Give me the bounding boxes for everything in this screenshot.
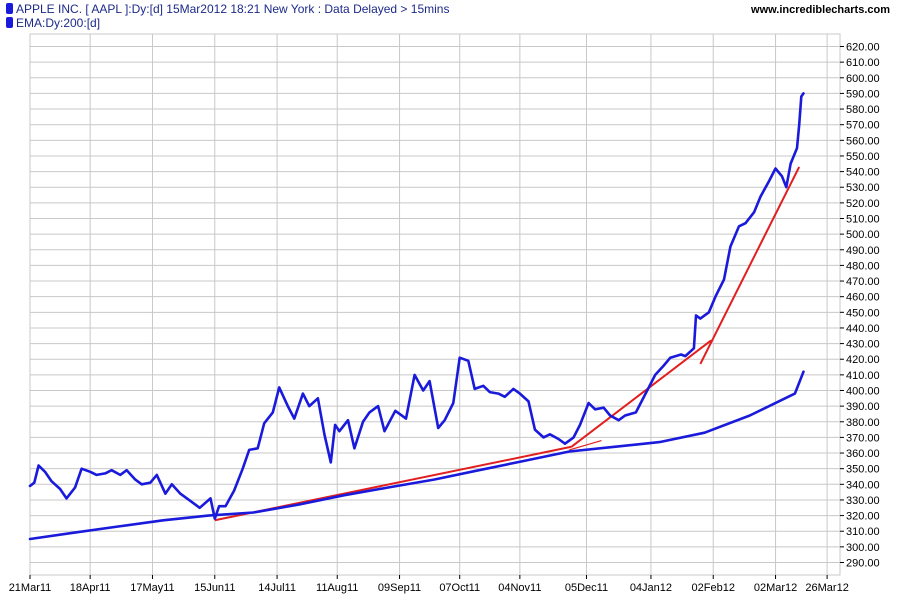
y-tick-label: 380.00 <box>846 417 880 429</box>
y-tick-label: 400.00 <box>846 385 880 397</box>
price-legend-marker <box>6 3 13 14</box>
y-tick-label: 540.00 <box>846 167 880 179</box>
x-tick-label: 17May11 <box>130 582 174 594</box>
y-tick-label: 370.00 <box>846 432 880 444</box>
ema-series-label: EMA:Dy:200:[d] <box>16 16 100 30</box>
y-tick-label: 550.00 <box>846 151 880 163</box>
y-tick-label: 470.00 <box>846 276 880 288</box>
y-tick-label: 580.00 <box>846 104 880 116</box>
y-tick-label: 430.00 <box>846 339 880 351</box>
y-axis-ticks: 290.00 300.00 310.00 320.00 330.00 340.00 350.… <box>840 42 880 569</box>
y-tick-label: 510.00 <box>846 214 880 226</box>
x-tick-label: 11Aug11 <box>316 582 358 594</box>
y-tick-label: 600.00 <box>846 73 880 85</box>
x-tick-label: 04Nov11 <box>498 582 541 594</box>
y-tick-label: 290.00 <box>846 557 880 569</box>
y-tick-label: 350.00 <box>846 464 880 476</box>
y-tick-label: 340.00 <box>846 479 880 491</box>
grid <box>29 33 841 576</box>
y-tick-label: 450.00 <box>846 307 880 319</box>
x-tick-label: 26Mar12 <box>805 582 848 594</box>
y-tick-label: 420.00 <box>846 354 880 366</box>
x-tick-label: 09Sep11 <box>378 582 421 594</box>
y-tick-label: 520.00 <box>846 198 880 210</box>
site-label[interactable]: www.incrediblecharts.com <box>750 4 890 16</box>
y-tick-label: 610.00 <box>846 57 880 69</box>
price-line <box>28 92 805 521</box>
y-tick-label: 460.00 <box>846 292 880 304</box>
trendline-3 <box>569 439 602 451</box>
x-axis-ticks: 21Mar11 18Apr11 17May11 15Jun11 14Jul11 11Aug… <box>9 575 849 594</box>
y-tick-label: 530.00 <box>846 182 880 194</box>
ema-legend-marker <box>6 17 13 28</box>
y-tick-label: 620.00 <box>846 42 880 54</box>
y-tick-label: 360.00 <box>846 448 880 460</box>
y-tick-label: 480.00 <box>846 260 880 272</box>
y-tick-label: 490.00 <box>846 245 880 257</box>
x-tick-label: 02Feb12 <box>692 582 735 594</box>
x-tick-label: 14Jul11 <box>258 582 296 594</box>
x-tick-label: 15Jun11 <box>194 582 235 594</box>
series-lines <box>28 92 805 541</box>
x-tick-label: 02Mar12 <box>754 582 797 594</box>
y-tick-label: 390.00 <box>846 401 880 413</box>
y-tick-label: 440.00 <box>846 323 880 335</box>
x-tick-label: 18Apr11 <box>70 582 111 594</box>
y-tick-label: 560.00 <box>846 135 880 147</box>
trendline-4 <box>699 166 801 365</box>
y-tick-label: 310.00 <box>846 526 880 538</box>
y-tick-label: 410.00 <box>846 370 880 382</box>
y-tick-label: 300.00 <box>846 542 880 554</box>
y-tick-label: 500.00 <box>846 229 880 241</box>
trendline-2 <box>570 339 712 448</box>
x-tick-label: 05Dec11 <box>565 582 608 594</box>
x-tick-label: 04Jan12 <box>630 582 672 594</box>
plot-frame <box>29 33 841 576</box>
y-tick-label: 330.00 <box>846 495 880 507</box>
y-tick-label: 570.00 <box>846 120 880 132</box>
x-tick-label: 07Oct11 <box>439 582 480 594</box>
y-tick-label: 320.00 <box>846 511 880 523</box>
price-series-label: APPLE INC. [ AAPL ]:Dy:[d] 15Mar2012 18:… <box>16 2 449 16</box>
y-tick-label: 590.00 <box>846 88 880 100</box>
ema-line <box>28 370 805 541</box>
x-tick-label: 21Mar11 <box>9 582 52 594</box>
